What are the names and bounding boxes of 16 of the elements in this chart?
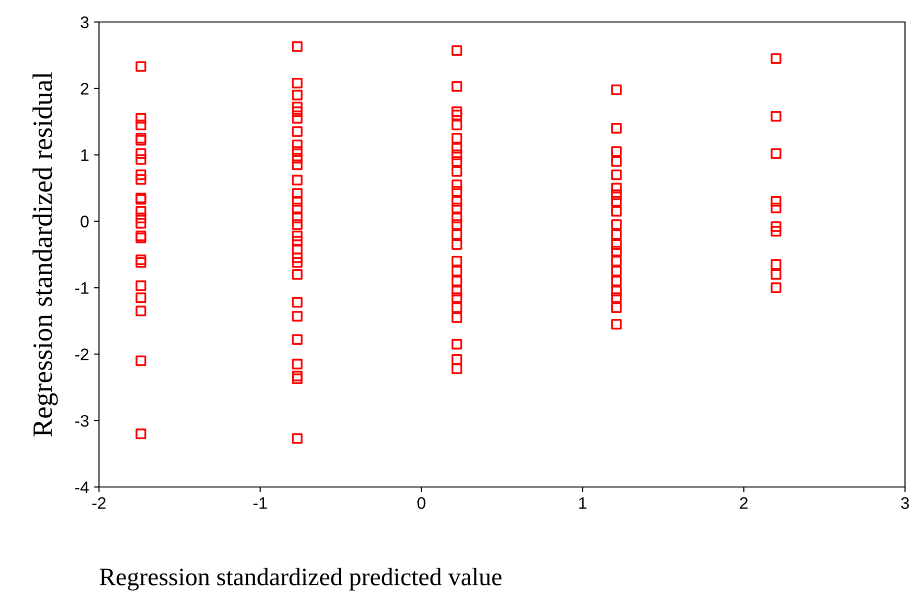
x-axis-title: Regression standardized predicted value: [100, 568, 502, 591]
y-tick-label: -2: [75, 348, 88, 360]
x-tick-label: 2: [740, 497, 748, 509]
y-tick-label: -3: [75, 414, 89, 427]
y-tick-label: 1: [81, 149, 88, 161]
y-tick-label: 0: [80, 216, 89, 228]
x-tick-label: 3: [901, 497, 909, 509]
x-tick-label: 0: [417, 497, 426, 509]
y-tick-label: -1: [75, 282, 88, 294]
y-tick-label: -4: [75, 482, 89, 494]
x-tick-label: 1: [579, 497, 586, 509]
y-axis-title: Regression standardized residual: [32, 72, 58, 437]
x-tick-label: -1: [254, 497, 267, 509]
x-tick-label: -2: [92, 497, 106, 509]
y-tick-label: 2: [80, 82, 88, 94]
y-tick-label: 3: [80, 16, 89, 28]
